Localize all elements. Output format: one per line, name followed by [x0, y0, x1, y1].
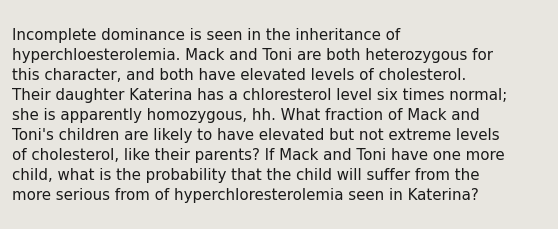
Text: Incomplete dominance is seen in the inheritance of
hyperchloesterolemia. Mack an: Incomplete dominance is seen in the inhe…	[12, 27, 508, 202]
